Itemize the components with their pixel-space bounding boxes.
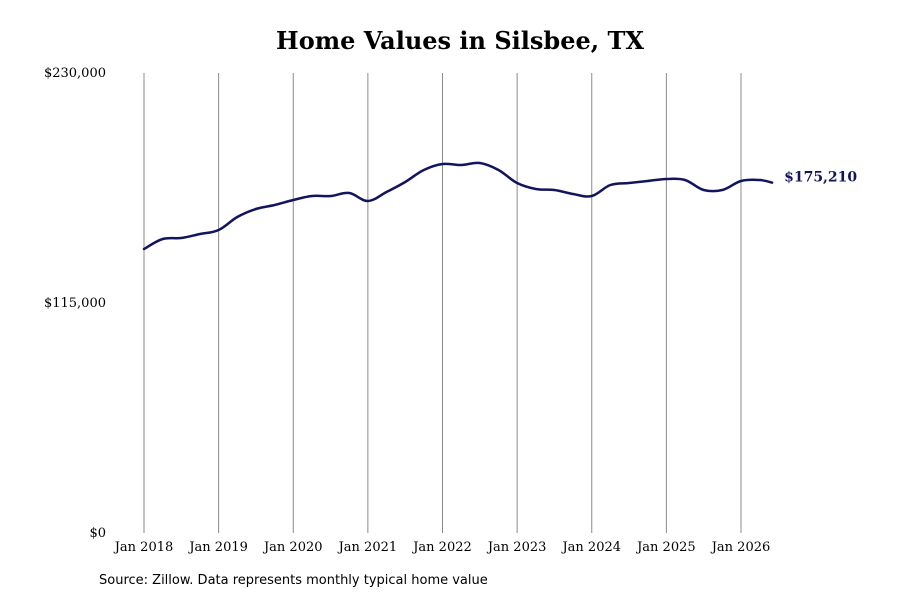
series-layer — [142, 161, 774, 251]
y-tick-label: $0 — [89, 526, 106, 541]
source-note: Source: Zillow. Data represents monthly … — [99, 573, 488, 588]
y-axis-ticks: $0 $115,000 $230,000 — [44, 66, 106, 541]
x-axis-ticks: Jan 2018 Jan 2019 Jan 2020 Jan 2021 Jan 2022… — [113, 540, 771, 555]
x-tick-label: Jan 2019 — [187, 540, 248, 555]
x-tick-label: Jan 2022 — [411, 540, 472, 555]
x-tick-label: Jan 2021 — [337, 540, 398, 555]
x-tick-label: Jan 2020 — [262, 540, 323, 555]
x-tick-label: Jan 2023 — [486, 540, 547, 555]
grid-lines — [143, 73, 742, 533]
x-tick-label: Jan 2018 — [113, 540, 174, 555]
y-tick-label: $230,000 — [44, 66, 106, 81]
x-tick-label: Jan 2026 — [710, 540, 771, 555]
y-tick-label: $115,000 — [44, 296, 106, 311]
series-line — [142, 161, 774, 251]
last-value-label: $175,210 — [784, 170, 857, 186]
x-tick-label: Jan 2025 — [635, 540, 696, 555]
x-tick-label: Jan 2024 — [560, 540, 621, 555]
chart-title: Home Values in Silsbee, TX — [276, 26, 644, 55]
